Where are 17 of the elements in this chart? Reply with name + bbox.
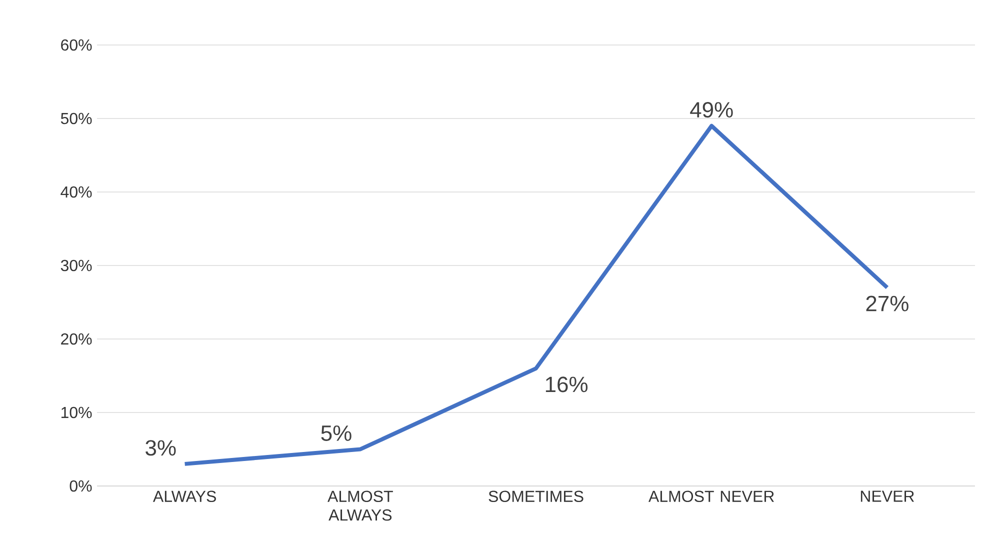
data-label: 3% [146,440,176,456]
y-tick-label: 20% [61,333,92,345]
y-tick-label: 60% [61,39,92,51]
y-tick-label: 40% [60,186,92,198]
y-tick-label: 10% [61,406,92,418]
y-tick-label: 0% [70,480,92,492]
x-tick-label: ALMOST NEVER [648,490,774,502]
y-tick-label: 50% [60,112,92,124]
data-label: 5% [321,425,352,441]
x-tick-label: ALMOST ALWAYS [328,490,393,521]
data-label: 16% [546,376,588,392]
x-tick-label: ALWAYS [152,490,216,502]
x-tick-label: SOMETIMES [488,490,584,502]
data-label: 49% [690,102,733,118]
x-tick-label: NEVER [860,490,914,502]
y-tick-label: 30% [60,260,92,272]
data-label: 27% [866,296,908,312]
